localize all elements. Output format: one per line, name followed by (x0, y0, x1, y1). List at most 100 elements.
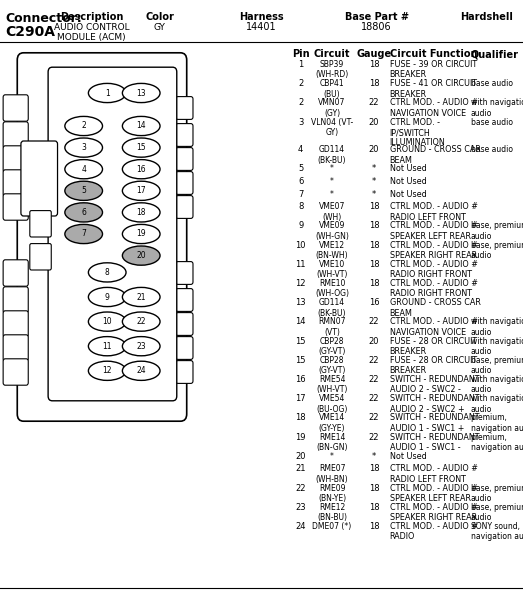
Text: 24: 24 (137, 366, 146, 376)
Text: 17: 17 (295, 394, 306, 403)
Text: RME14
(BN-GN): RME14 (BN-GN) (316, 433, 348, 452)
FancyBboxPatch shape (3, 260, 28, 286)
Text: 18: 18 (369, 260, 379, 269)
Text: 4: 4 (298, 145, 303, 154)
Text: Circuit Function: Circuit Function (390, 49, 477, 59)
Text: *: * (330, 164, 334, 173)
FancyBboxPatch shape (3, 335, 28, 361)
Text: 20: 20 (369, 337, 379, 346)
Text: 19: 19 (137, 229, 146, 238)
Text: 20: 20 (295, 452, 306, 461)
Text: 15: 15 (295, 337, 306, 346)
Text: 22: 22 (369, 98, 379, 107)
Text: GD114
(BK-BU): GD114 (BK-BU) (318, 145, 346, 164)
FancyBboxPatch shape (176, 289, 193, 311)
Text: VME14
(GY-YE): VME14 (GY-YE) (319, 413, 345, 433)
Text: SWITCH - REDUNDANT
AUDIO 1 - SWC1 -: SWITCH - REDUNDANT AUDIO 1 - SWC1 - (390, 433, 479, 452)
Text: with navigation
audio: with navigation audio (471, 98, 523, 118)
FancyBboxPatch shape (30, 211, 51, 237)
Ellipse shape (65, 181, 103, 200)
Text: 14: 14 (137, 121, 146, 130)
Text: Connector:: Connector: (5, 12, 82, 25)
Text: *: * (330, 190, 334, 199)
Text: 12: 12 (103, 366, 112, 376)
Text: 22: 22 (369, 433, 379, 442)
FancyBboxPatch shape (176, 172, 193, 194)
Text: CTRL MOD. - AUDIO #
RADIO LEFT FRONT: CTRL MOD. - AUDIO # RADIO LEFT FRONT (390, 202, 477, 221)
Ellipse shape (88, 83, 126, 103)
Text: 18: 18 (369, 464, 379, 473)
Text: 10: 10 (295, 241, 306, 250)
Text: 1: 1 (105, 88, 110, 97)
Text: Harness: Harness (239, 12, 284, 22)
FancyBboxPatch shape (176, 361, 193, 383)
Text: CTRL MOD. - AUDIO #
RADIO RIGHT FRONT: CTRL MOD. - AUDIO # RADIO RIGHT FRONT (390, 279, 477, 298)
Text: 18: 18 (369, 484, 379, 493)
Text: base, premium
audio: base, premium audio (471, 221, 523, 241)
Text: Base Part #: Base Part # (345, 12, 408, 22)
Text: CTRL MOD. - AUDIO #
SPEAKER RIGHT REAR: CTRL MOD. - AUDIO # SPEAKER RIGHT REAR (390, 503, 477, 522)
Ellipse shape (88, 337, 126, 356)
Ellipse shape (88, 361, 126, 380)
Text: 16: 16 (295, 375, 306, 384)
Text: AUDIO CONTROL
MODULE (ACM): AUDIO CONTROL MODULE (ACM) (54, 23, 129, 42)
Text: Qualifier: Qualifier (471, 49, 519, 59)
FancyBboxPatch shape (30, 244, 51, 270)
FancyBboxPatch shape (3, 170, 28, 196)
Text: SWITCH - REDUNDANT
AUDIO 2 - SWC2 -: SWITCH - REDUNDANT AUDIO 2 - SWC2 - (390, 375, 479, 394)
Ellipse shape (65, 138, 103, 157)
Text: 8: 8 (105, 268, 110, 277)
Text: 5: 5 (81, 186, 86, 195)
Text: base audio: base audio (471, 118, 513, 127)
Text: VME54
(BU-OG): VME54 (BU-OG) (316, 394, 348, 413)
Text: 10: 10 (103, 317, 112, 326)
Text: GY: GY (154, 23, 165, 32)
Ellipse shape (122, 138, 160, 157)
Text: 7: 7 (81, 229, 86, 238)
Ellipse shape (122, 181, 160, 200)
Text: CBP41
(BU): CBP41 (BU) (320, 79, 345, 98)
FancyBboxPatch shape (3, 359, 28, 385)
Text: Not Used: Not Used (390, 164, 426, 173)
Text: CTRL MOD. - AUDIO #
RADIO LEFT FRONT: CTRL MOD. - AUDIO # RADIO LEFT FRONT (390, 464, 477, 484)
Text: 11: 11 (295, 260, 306, 269)
Ellipse shape (122, 224, 160, 244)
Text: 12: 12 (295, 279, 306, 288)
Text: RME10
(WH-OG): RME10 (WH-OG) (315, 279, 349, 298)
Text: 17: 17 (137, 186, 146, 195)
Text: VME10
(WH-VT): VME10 (WH-VT) (316, 260, 348, 279)
Text: SWITCH - REDUNDANT
AUDIO 1 - SWC1 +: SWITCH - REDUNDANT AUDIO 1 - SWC1 + (390, 413, 479, 433)
Text: Description: Description (60, 12, 123, 22)
Text: 18: 18 (369, 503, 379, 512)
FancyBboxPatch shape (3, 95, 28, 121)
Text: 6: 6 (298, 177, 303, 186)
Ellipse shape (65, 224, 103, 244)
Ellipse shape (122, 116, 160, 136)
Text: 5: 5 (298, 164, 303, 173)
FancyBboxPatch shape (176, 196, 193, 218)
FancyBboxPatch shape (176, 97, 193, 119)
Text: base, premium
audio: base, premium audio (471, 241, 523, 260)
Text: *: * (372, 452, 376, 461)
Ellipse shape (65, 160, 103, 179)
Text: premium,
navigation audio: premium, navigation audio (471, 433, 523, 452)
Text: VME12
(BN-WH): VME12 (BN-WH) (316, 241, 348, 260)
FancyBboxPatch shape (176, 262, 193, 284)
Text: FUSE - 28 OR CIRCUIT
BREAKER: FUSE - 28 OR CIRCUIT BREAKER (390, 337, 477, 356)
Ellipse shape (88, 312, 126, 331)
FancyBboxPatch shape (176, 124, 193, 146)
Ellipse shape (122, 337, 160, 356)
Text: VMN07
(GY): VMN07 (GY) (319, 98, 346, 118)
Ellipse shape (88, 287, 126, 307)
Text: 9: 9 (105, 292, 110, 301)
Text: 9: 9 (298, 221, 303, 230)
Text: FUSE - 28 OR CIRCUIT
BREAKER: FUSE - 28 OR CIRCUIT BREAKER (390, 356, 477, 375)
Text: VME09
(WH-GN): VME09 (WH-GN) (315, 221, 349, 241)
Text: CTRL MOD. - AUDIO #
RADIO RIGHT FRONT: CTRL MOD. - AUDIO # RADIO RIGHT FRONT (390, 260, 477, 279)
Text: 21: 21 (295, 464, 306, 473)
FancyBboxPatch shape (3, 122, 28, 148)
Text: DME07 (*): DME07 (*) (312, 522, 352, 531)
FancyBboxPatch shape (3, 146, 28, 172)
Text: 22: 22 (369, 413, 379, 422)
Text: with navigation
audio: with navigation audio (471, 375, 523, 394)
